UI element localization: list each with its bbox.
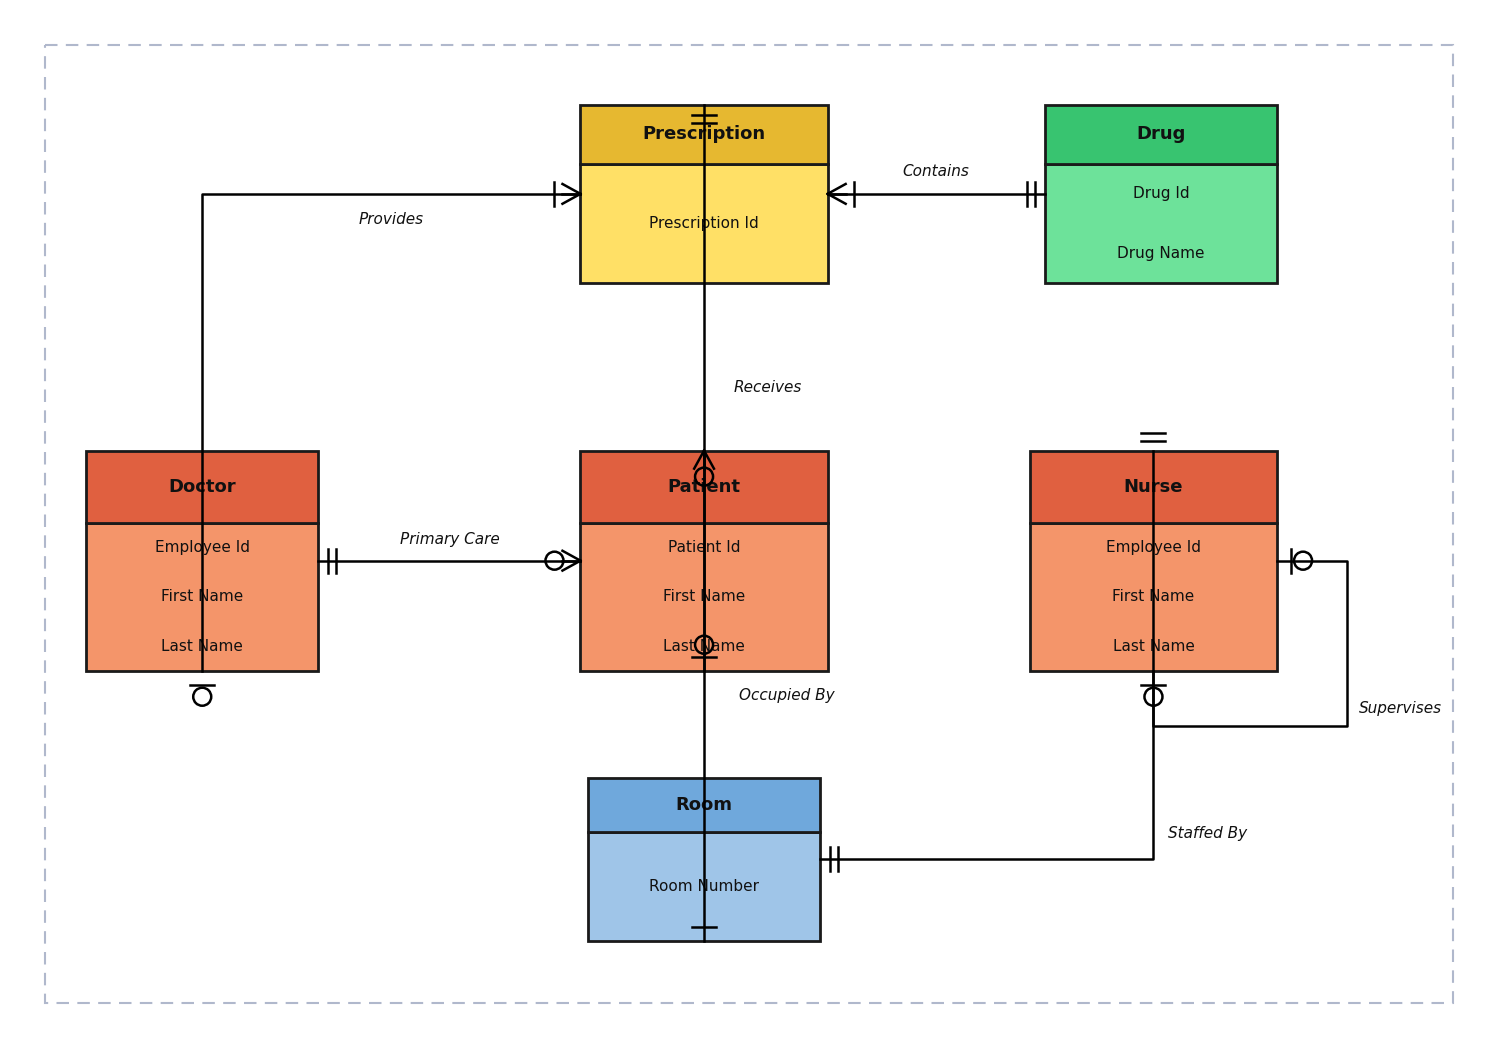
Bar xyxy=(587,832,821,940)
Bar xyxy=(1046,105,1276,163)
Bar xyxy=(1046,163,1276,283)
Text: Staffed By: Staffed By xyxy=(1168,827,1248,842)
Bar xyxy=(1031,523,1276,671)
Text: Last Name: Last Name xyxy=(162,638,243,654)
Text: Patient: Patient xyxy=(668,478,740,496)
Text: Nurse: Nurse xyxy=(1124,478,1183,496)
Text: First Name: First Name xyxy=(664,589,745,605)
Bar xyxy=(580,523,827,671)
Text: Last Name: Last Name xyxy=(1113,638,1194,654)
Text: Patient Id: Patient Id xyxy=(668,541,740,555)
Text: Drug Id: Drug Id xyxy=(1132,185,1189,201)
Text: Prescription: Prescription xyxy=(643,125,765,144)
Text: Room Number: Room Number xyxy=(649,878,759,894)
Text: Supervises: Supervises xyxy=(1359,701,1443,716)
Text: First Name: First Name xyxy=(1113,589,1194,605)
Text: First Name: First Name xyxy=(162,589,243,605)
Text: Prescription Id: Prescription Id xyxy=(649,216,759,231)
Text: Employee Id: Employee Id xyxy=(154,541,250,555)
Text: Room: Room xyxy=(676,795,733,814)
Text: Drug: Drug xyxy=(1137,125,1185,144)
Text: Last Name: Last Name xyxy=(664,638,745,654)
Text: Occupied By: Occupied By xyxy=(739,689,834,703)
Text: Employee Id: Employee Id xyxy=(1106,541,1201,555)
Text: Doctor: Doctor xyxy=(168,478,237,496)
Text: Primary Care: Primary Care xyxy=(400,531,499,547)
Text: Provides: Provides xyxy=(360,212,424,226)
Bar xyxy=(587,778,821,832)
Text: Receives: Receives xyxy=(734,380,803,395)
Bar xyxy=(580,163,827,283)
Bar xyxy=(580,451,827,523)
Bar xyxy=(87,523,319,671)
Text: Drug Name: Drug Name xyxy=(1118,245,1204,261)
Text: Contains: Contains xyxy=(903,163,969,179)
Bar xyxy=(1031,451,1276,523)
Bar xyxy=(87,451,319,523)
Bar xyxy=(580,105,827,163)
